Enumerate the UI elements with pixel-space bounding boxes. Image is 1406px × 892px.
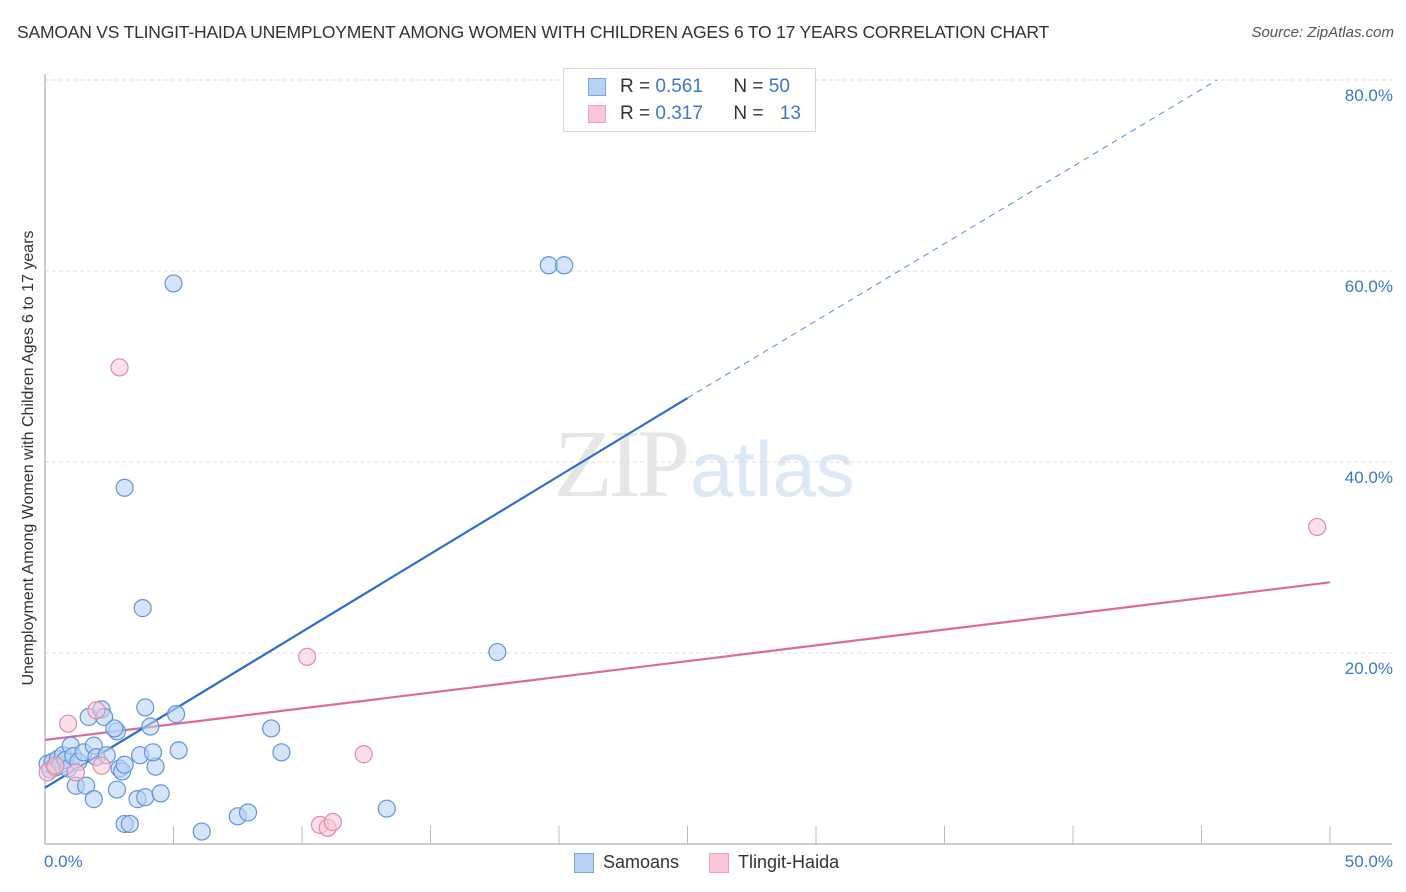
tlingit-point xyxy=(92,756,111,775)
source-label: Source: ZipAtlas.com xyxy=(1251,24,1394,41)
tlingit-point xyxy=(66,763,85,782)
samoans-point xyxy=(164,274,183,293)
n-value: 50 xyxy=(768,76,790,97)
tlingit-swatch-icon xyxy=(588,105,606,123)
tlingit-point xyxy=(323,812,342,832)
y-tick-20: 20.0% xyxy=(1344,659,1393,678)
legend-item-tlingit-haida[interactable]: Tlingit-Haida xyxy=(709,852,839,873)
samoans-point xyxy=(169,741,188,760)
y-axis-label: Unemployment Among Women with Children A… xyxy=(20,230,37,686)
series-legend: Samoans Tlingit-Haida xyxy=(574,852,869,873)
samoans-point xyxy=(555,256,574,275)
tlingit-point xyxy=(298,647,317,666)
legend-row-samoans: R = 0.561 N = 50 xyxy=(588,76,790,98)
samoans-points xyxy=(38,256,574,841)
watermark-zip: ZIP xyxy=(554,410,690,517)
samoans-point xyxy=(238,803,258,822)
tlingit-trendline-solid xyxy=(44,581,1331,741)
samoans-point xyxy=(262,719,281,738)
n-label: N = xyxy=(733,103,769,124)
samoans-point xyxy=(115,755,134,774)
tlingit-point xyxy=(46,756,65,775)
samoans-trendline-dashed xyxy=(687,79,1218,399)
n-value: 13 xyxy=(779,103,801,124)
x-tick-0: 0.0% xyxy=(44,852,83,871)
samoans-point xyxy=(488,642,507,662)
samoans-swatch-icon xyxy=(588,78,606,96)
samoans-point xyxy=(166,705,186,724)
axes-lines xyxy=(44,74,1392,845)
tlingit-square-icon xyxy=(709,852,730,873)
y-tick-40: 40.0% xyxy=(1344,468,1393,487)
r-label: R = xyxy=(620,103,656,124)
samoans-point xyxy=(84,790,103,809)
tlingit-trendline xyxy=(44,581,1331,741)
n-label: N = xyxy=(733,76,769,97)
samoans-point xyxy=(539,256,558,275)
chart-title: SAMOAN VS TLINGIT-HAIDA UNEMPLOYMENT AMO… xyxy=(17,22,1050,42)
legend-row-tlingit: R = 0.317 N = 13 xyxy=(588,103,801,125)
r-label: R = xyxy=(620,76,656,97)
samoans-point xyxy=(136,698,155,717)
samoans-trendline-solid xyxy=(44,397,689,789)
x-tick-50: 50.0% xyxy=(1344,852,1393,871)
tlingit-point xyxy=(110,358,129,377)
samoans-point xyxy=(141,717,160,736)
tlingit-points xyxy=(38,358,1327,837)
tlingit-point xyxy=(1308,517,1327,537)
gridlines xyxy=(45,79,1392,654)
samoans-point xyxy=(377,799,396,818)
samoans-square-icon xyxy=(574,852,594,873)
samoans-trendline xyxy=(44,79,1218,789)
samoans-point xyxy=(120,814,139,834)
zipatlas-watermark: ZIPatlas xyxy=(554,408,855,519)
legend-label-tlingit-haida: Tlingit-Haida xyxy=(738,852,840,872)
correlation-legend: R = 0.561 N = 50 R = 0.317 N = 13 xyxy=(563,68,816,132)
r-value: 0.561 xyxy=(655,76,703,97)
y-tick-80: 80.0% xyxy=(1344,86,1393,105)
samoans-point xyxy=(136,788,155,807)
legend-item-samoans[interactable]: Samoans xyxy=(574,852,679,873)
r-value: 0.317 xyxy=(655,103,703,124)
samoans-point xyxy=(143,743,163,762)
tlingit-point xyxy=(87,701,106,720)
samoans-point xyxy=(272,743,291,762)
samoans-point xyxy=(151,784,170,803)
samoans-point xyxy=(133,599,152,618)
watermark-atlas: atlas xyxy=(690,425,855,513)
y-tick-60: 60.0% xyxy=(1344,277,1393,296)
samoans-point xyxy=(115,478,134,497)
legend-label-samoans: Samoans xyxy=(603,852,680,872)
samoans-point xyxy=(107,780,127,799)
tlingit-point xyxy=(59,714,78,733)
tlingit-point xyxy=(354,745,373,764)
samoans-point xyxy=(77,776,96,795)
samoans-point xyxy=(192,822,211,841)
samoans-point xyxy=(105,719,124,738)
